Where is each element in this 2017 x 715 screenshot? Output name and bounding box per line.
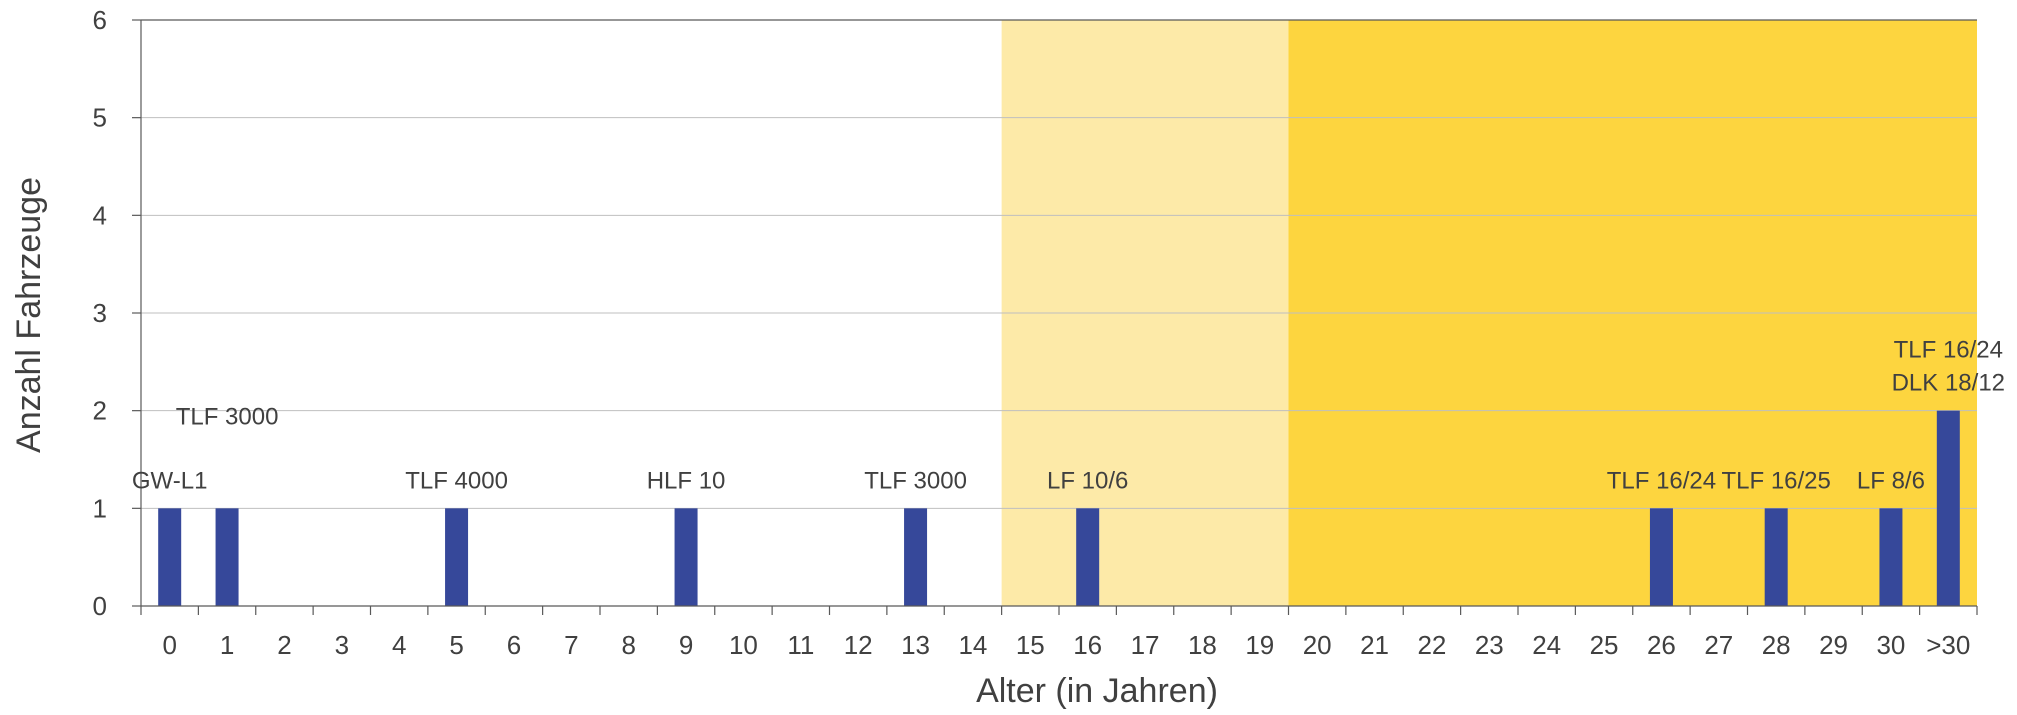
x-tick-label: 28 <box>1762 630 1791 660</box>
y-axis-title: Anzahl Fahrzeuge <box>10 177 48 453</box>
x-tick-label: 20 <box>1303 630 1332 660</box>
bar-label->30: DLK 18/12 <box>1892 370 2005 397</box>
x-tick-label: 27 <box>1704 630 1733 660</box>
x-tick-labels: 0 1 2 3 4 5 6 7 8 9 10 11 12 13 14 15 16 17 18 19 20 21 22 23 24… <box>162 630 1970 660</box>
x-tick-label: 1 <box>220 630 234 660</box>
x-tick-label: 13 <box>901 630 930 660</box>
y-tick-labels: 0 1 2 3 4 5 6 <box>93 5 107 621</box>
bar-13 <box>904 508 928 606</box>
x-tick-label: 23 <box>1475 630 1504 660</box>
x-tick-label: 2 <box>277 630 291 660</box>
x-tick-label: 21 <box>1360 630 1389 660</box>
x-tick-label: 6 <box>507 630 521 660</box>
bar-label-1: TLF 3000 <box>176 403 279 430</box>
y-tick-label: 5 <box>93 103 107 133</box>
x-tick-label: 25 <box>1590 630 1619 660</box>
x-tick-label: 17 <box>1131 630 1160 660</box>
x-tick-label: 9 <box>679 630 693 660</box>
bar-0 <box>158 508 182 606</box>
bar-label->30: TLF 16/24 <box>1894 337 2003 364</box>
x-tick-label: 8 <box>621 630 635 660</box>
x-tick-label: 30 <box>1876 630 1905 660</box>
bar-5 <box>445 508 469 606</box>
x-tick-label: 16 <box>1073 630 1102 660</box>
x-tick-label: 15 <box>1016 630 1045 660</box>
bar-1 <box>215 508 239 606</box>
bar-16 <box>1076 508 1100 606</box>
bar-label-30: LF 8/6 <box>1857 467 1925 494</box>
x-tick-label: 26 <box>1647 630 1676 660</box>
bar-28 <box>1764 508 1788 606</box>
bar-label-13: TLF 3000 <box>864 467 967 494</box>
x-tick-label: 12 <box>844 630 873 660</box>
x-axis-title: Alter (in Jahren) <box>976 672 1218 710</box>
x-tick-label: 19 <box>1245 630 1274 660</box>
bar-label-5: TLF 4000 <box>405 467 508 494</box>
y-tick-label: 6 <box>93 5 107 35</box>
bar-label-16: LF 10/6 <box>1047 467 1128 494</box>
bar-labels: GW-L1 TLF 3000 TLF 4000 HLF 10 TLF 3000 LF 10… <box>132 337 2005 495</box>
x-tick-label: 14 <box>958 630 987 660</box>
x-tick-label: 18 <box>1188 630 1217 660</box>
x-tick-label: 22 <box>1417 630 1446 660</box>
bars <box>158 410 1960 606</box>
bar-30 <box>1879 508 1903 606</box>
bar-label-9: HLF 10 <box>647 467 726 494</box>
axes <box>132 19 1978 615</box>
x-tick-label: 29 <box>1819 630 1848 660</box>
bar-label-0: GW-L1 <box>132 467 208 494</box>
y-tick-label: 1 <box>93 493 107 523</box>
y-tick-label: 3 <box>93 298 107 328</box>
x-tick-label: 0 <box>162 630 176 660</box>
x-tick-label: 11 <box>787 630 814 660</box>
x-tick-label: 24 <box>1532 630 1561 660</box>
x-tick-label: >30 <box>1926 630 1970 660</box>
x-tick-label: 4 <box>392 630 406 660</box>
bar-label-26: TLF 16/24 <box>1607 467 1716 494</box>
bar-26 <box>1649 508 1673 606</box>
x-tick-label: 5 <box>449 630 463 660</box>
x-tick-label: 10 <box>729 630 758 660</box>
x-tick-label: 7 <box>564 630 578 660</box>
x-tick-label: 3 <box>335 630 349 660</box>
bar-9 <box>674 508 698 606</box>
y-tick-label: 4 <box>93 200 107 230</box>
y-tick-label: 0 <box>93 591 107 621</box>
bar-label-28: TLF 16/25 <box>1721 467 1830 494</box>
bar->30 <box>1936 410 1960 606</box>
y-tick-label: 2 <box>93 396 107 426</box>
